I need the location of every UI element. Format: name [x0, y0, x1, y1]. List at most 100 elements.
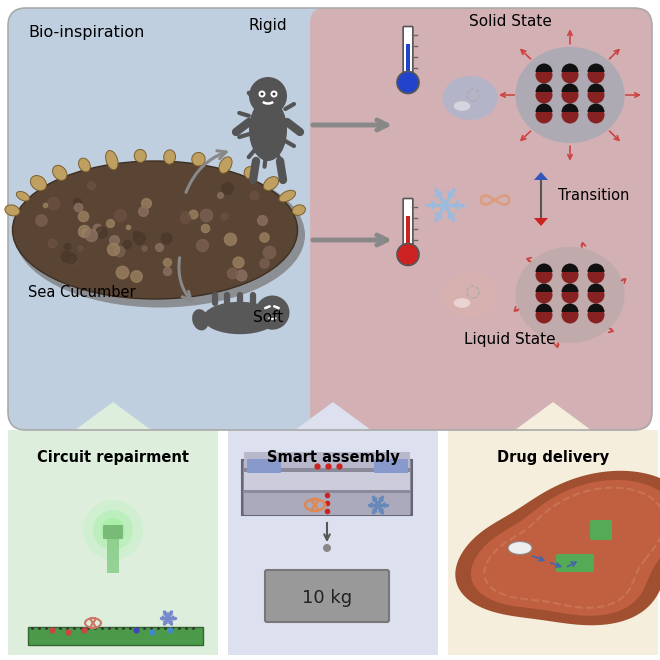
Circle shape: [562, 106, 579, 123]
Circle shape: [249, 77, 287, 115]
Circle shape: [271, 90, 277, 98]
Ellipse shape: [79, 158, 90, 172]
Ellipse shape: [263, 177, 279, 191]
Polygon shape: [75, 402, 151, 430]
Polygon shape: [515, 402, 591, 430]
Bar: [244, 472, 410, 490]
Bar: [406, 44, 411, 76]
Circle shape: [535, 306, 552, 323]
Ellipse shape: [442, 273, 498, 317]
Ellipse shape: [454, 298, 470, 308]
Ellipse shape: [5, 205, 20, 216]
Circle shape: [562, 86, 579, 104]
Ellipse shape: [192, 309, 209, 331]
Circle shape: [562, 267, 579, 284]
Ellipse shape: [106, 150, 118, 170]
Polygon shape: [471, 480, 660, 616]
Ellipse shape: [515, 247, 624, 343]
Wedge shape: [587, 63, 605, 72]
Circle shape: [562, 286, 579, 304]
Circle shape: [587, 86, 605, 104]
Circle shape: [587, 67, 605, 84]
Ellipse shape: [515, 47, 624, 143]
Text: Drug delivery: Drug delivery: [497, 450, 609, 465]
Text: Rigid: Rigid: [249, 18, 287, 33]
Circle shape: [255, 296, 290, 330]
FancyBboxPatch shape: [556, 554, 594, 572]
Ellipse shape: [15, 162, 305, 308]
Wedge shape: [562, 304, 579, 312]
Bar: [406, 216, 411, 248]
Ellipse shape: [442, 76, 498, 120]
Ellipse shape: [30, 176, 46, 191]
FancyBboxPatch shape: [103, 525, 123, 539]
Circle shape: [93, 510, 133, 550]
Wedge shape: [535, 63, 552, 72]
Circle shape: [587, 286, 605, 304]
Text: Soft: Soft: [253, 310, 283, 325]
Bar: [244, 452, 410, 468]
Circle shape: [273, 92, 275, 96]
Polygon shape: [295, 402, 371, 430]
Circle shape: [562, 306, 579, 323]
Text: Circuit repairment: Circuit repairment: [37, 450, 189, 465]
Text: Bio-inspiration: Bio-inspiration: [28, 25, 145, 40]
Wedge shape: [562, 84, 579, 92]
Circle shape: [587, 106, 605, 123]
Wedge shape: [562, 284, 579, 292]
Ellipse shape: [508, 541, 532, 554]
Bar: [107, 533, 119, 573]
Circle shape: [259, 90, 265, 98]
Ellipse shape: [134, 149, 147, 162]
FancyBboxPatch shape: [8, 8, 652, 430]
Bar: [28, 627, 203, 645]
Circle shape: [397, 71, 419, 94]
Bar: [244, 493, 410, 515]
Ellipse shape: [292, 205, 306, 215]
Polygon shape: [534, 172, 548, 180]
Ellipse shape: [16, 191, 30, 201]
Wedge shape: [587, 84, 605, 92]
Bar: [448, 430, 658, 655]
Circle shape: [535, 86, 552, 104]
Circle shape: [101, 518, 125, 542]
Text: Solid State: Solid State: [469, 14, 552, 29]
FancyBboxPatch shape: [590, 520, 612, 540]
Ellipse shape: [192, 152, 205, 166]
Ellipse shape: [53, 166, 67, 180]
Wedge shape: [535, 304, 552, 312]
Text: Transition: Transition: [558, 187, 630, 203]
FancyBboxPatch shape: [265, 570, 389, 622]
FancyBboxPatch shape: [403, 26, 413, 78]
Polygon shape: [534, 218, 548, 226]
FancyBboxPatch shape: [403, 199, 413, 250]
Ellipse shape: [164, 150, 176, 164]
Wedge shape: [587, 104, 605, 112]
Ellipse shape: [13, 161, 298, 299]
Ellipse shape: [454, 101, 470, 111]
FancyBboxPatch shape: [247, 459, 281, 473]
Wedge shape: [562, 263, 579, 272]
Wedge shape: [587, 284, 605, 292]
Text: Liquid State: Liquid State: [464, 332, 556, 347]
Wedge shape: [535, 84, 552, 92]
Circle shape: [535, 106, 552, 123]
FancyBboxPatch shape: [374, 459, 408, 473]
Circle shape: [587, 306, 605, 323]
Wedge shape: [535, 263, 552, 272]
Wedge shape: [587, 263, 605, 272]
Wedge shape: [562, 104, 579, 112]
Circle shape: [535, 267, 552, 284]
Text: Smart assembly: Smart assembly: [267, 450, 399, 465]
Ellipse shape: [279, 190, 296, 202]
Circle shape: [261, 92, 263, 96]
Wedge shape: [562, 63, 579, 72]
Ellipse shape: [249, 99, 287, 161]
Text: 10 kg: 10 kg: [302, 589, 352, 607]
Wedge shape: [535, 284, 552, 292]
Wedge shape: [535, 104, 552, 112]
Ellipse shape: [219, 157, 232, 174]
Ellipse shape: [203, 302, 277, 334]
Ellipse shape: [244, 166, 257, 179]
Bar: [8, 430, 218, 655]
